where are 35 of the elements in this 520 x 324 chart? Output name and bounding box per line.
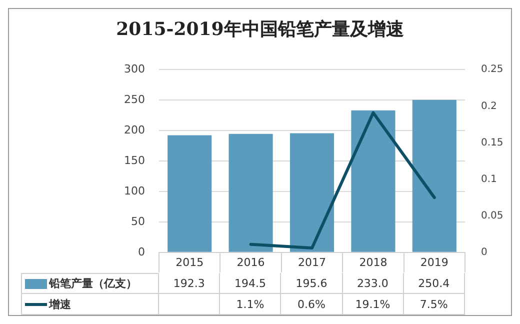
data-label: 250.4 (404, 273, 465, 294)
data-label: 1.1% (220, 294, 282, 315)
y-tick-label: 250 (124, 92, 145, 106)
y-tick-label: 50 (131, 214, 145, 228)
bar (351, 110, 396, 252)
x-tick-label: 2015 (176, 256, 204, 269)
data-label: 233.0 (342, 273, 404, 294)
data-label: 194.5 (220, 273, 282, 294)
bar (168, 135, 212, 252)
x-tick-label: 2019 (420, 256, 448, 269)
data-label: 7.5% (404, 294, 465, 315)
data-label: 195.6 (281, 273, 343, 294)
y2-tick-label: 0.1 (481, 174, 497, 185)
x-tick-label: 2018 (359, 256, 388, 269)
chart-title: 2015-2019年中国铅笔产量及增速 (115, 18, 405, 41)
data-label: 19.1% (342, 294, 404, 315)
x-tick-label: 2016 (236, 256, 265, 269)
data-label: 0.6% (281, 294, 343, 315)
legend-label: 铅笔产量（亿支） (49, 276, 137, 291)
bar (412, 100, 456, 252)
y-tick-label: 150 (124, 154, 145, 167)
data-label: 192.3 (159, 273, 220, 294)
y-tick-label: 200 (124, 123, 145, 136)
y2-tick-label: 0.15 (481, 137, 504, 148)
y-tick-label: 100 (124, 184, 145, 198)
y2-tick-label: 0.25 (481, 64, 504, 76)
y-tick-label: 300 (124, 62, 145, 76)
y2-tick-label: 0.2 (481, 100, 497, 112)
bar (290, 133, 334, 252)
bar (228, 134, 273, 252)
y2-tick-label: 0 (481, 246, 488, 258)
y-tick-label: 0 (138, 245, 145, 258)
x-tick-label: 2017 (298, 256, 326, 269)
y2-tick-label: 0.05 (481, 210, 504, 222)
legend-label: 增速 (49, 296, 71, 312)
